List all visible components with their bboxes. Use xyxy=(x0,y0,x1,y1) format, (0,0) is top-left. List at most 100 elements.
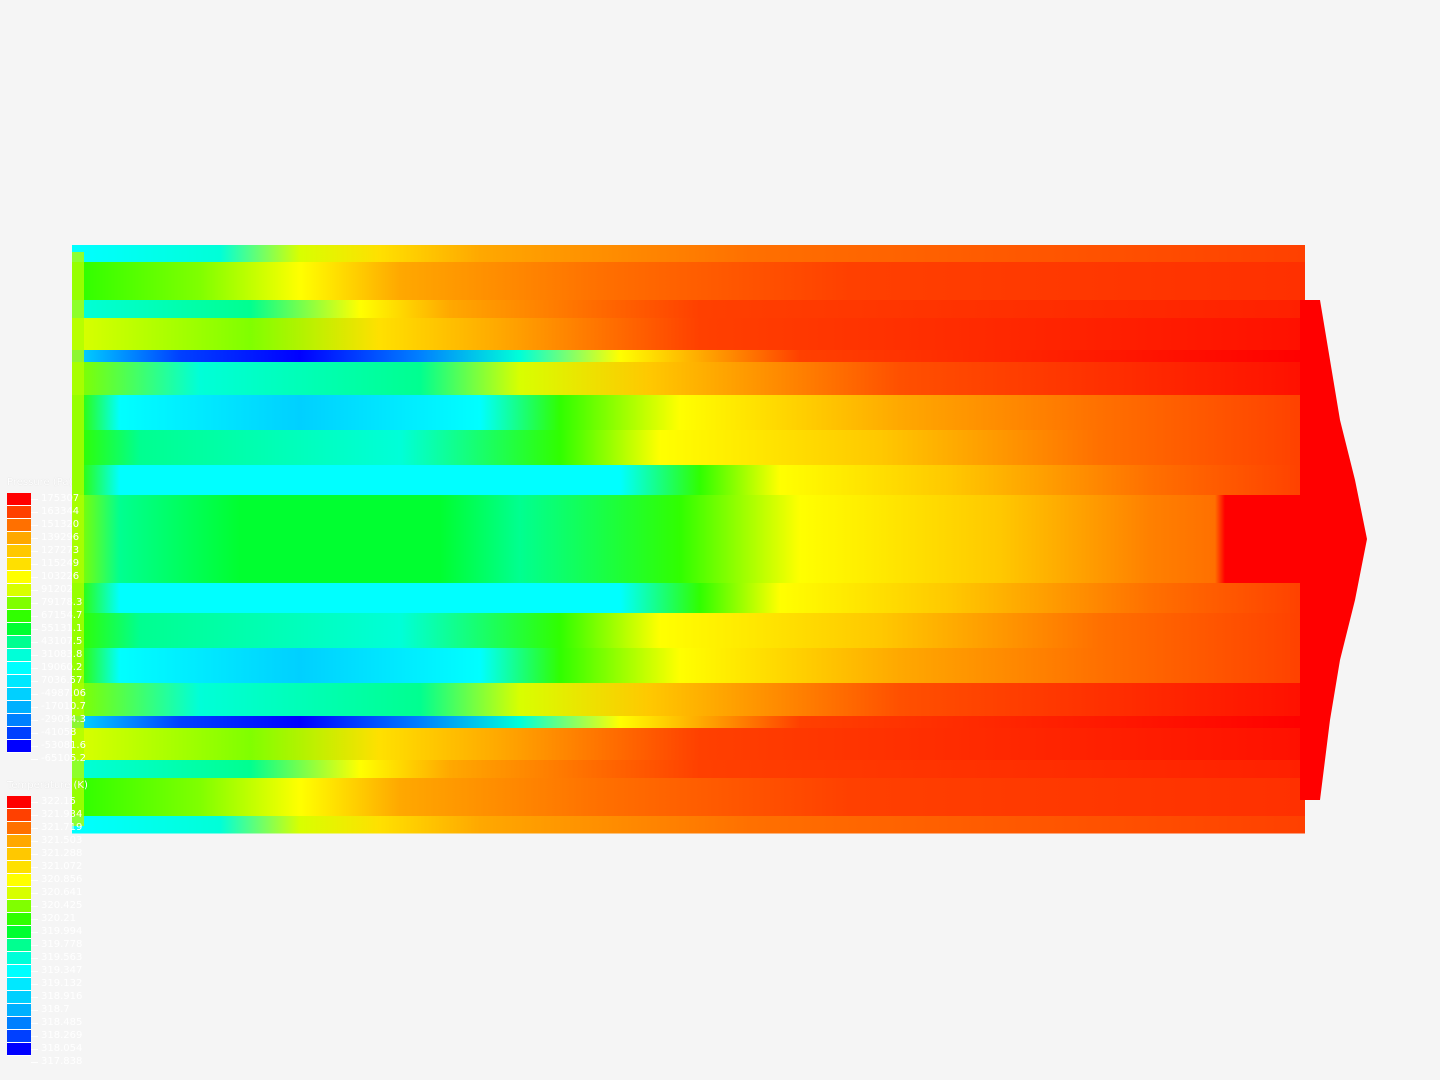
legend-swatch xyxy=(7,623,31,636)
legend-tick xyxy=(31,1010,38,1011)
legend-swatch xyxy=(7,939,31,952)
legend-tick xyxy=(31,603,38,604)
legend-swatch xyxy=(7,532,31,545)
contour-band xyxy=(72,683,1305,717)
legend-tick xyxy=(31,720,38,721)
legend-label: 318.485 xyxy=(41,1017,83,1028)
outlet-high-pressure-region xyxy=(1300,300,1367,800)
legend-label: -53081.6 xyxy=(41,740,86,751)
legend-tick xyxy=(31,984,38,985)
legend-label: 320.641 xyxy=(41,887,83,898)
legend-tick xyxy=(31,590,38,591)
legend-swatch xyxy=(7,740,31,753)
contour-band xyxy=(72,300,1305,319)
legend-label: 139296 xyxy=(41,532,80,543)
legend-swatch xyxy=(7,558,31,571)
legend-tick xyxy=(31,681,38,682)
legend-label: -65105.2 xyxy=(41,753,86,764)
legend-tick xyxy=(31,746,38,747)
legend-tick xyxy=(31,971,38,972)
legend-tick xyxy=(31,1062,38,1063)
legend-swatch xyxy=(7,727,31,740)
legend-tick xyxy=(31,802,38,803)
legend-label: 319.563 xyxy=(41,952,83,963)
legend-tick xyxy=(31,945,38,946)
contour-band xyxy=(72,728,1305,761)
pressure-legend-scale: 175307 163344 151320 139296 127273 115249 1032… xyxy=(7,493,86,764)
legend-swatch xyxy=(7,978,31,991)
legend-swatch xyxy=(7,675,31,688)
legend-tick xyxy=(31,1036,38,1037)
legend-tick xyxy=(31,616,38,617)
temperature-legend-title: Temperature (K) xyxy=(7,780,88,791)
legend-swatch xyxy=(7,913,31,926)
contour-band xyxy=(72,716,1305,729)
legend-label: 55131.1 xyxy=(41,623,83,634)
legend-label: 115249 xyxy=(41,558,80,569)
contour-band xyxy=(72,362,1305,396)
legend-label: 320.856 xyxy=(41,874,83,885)
legend-swatch xyxy=(7,597,31,610)
legend-label: 19060.2 xyxy=(41,662,83,673)
legend-label: 103226 xyxy=(41,571,80,582)
legend-tick xyxy=(31,1049,38,1050)
legend-tick xyxy=(31,958,38,959)
legend-label: 127273 xyxy=(41,545,80,556)
legend-swatch xyxy=(7,952,31,965)
legend-swatch xyxy=(7,688,31,701)
contour-band xyxy=(72,262,1305,301)
legend-label: 79178.3 xyxy=(41,597,83,608)
legend-label: 317.838 xyxy=(41,1056,83,1067)
temperature-legend-scale: 322.15 321.934 321.719 321.503 321.288 321.07… xyxy=(7,796,88,1067)
contour-band xyxy=(72,539,1305,584)
legend-tick xyxy=(31,880,38,881)
legend-swatch xyxy=(7,1043,31,1056)
temperature-legend: Temperature (K) 322.15 321.934 321.719 321.… xyxy=(7,779,88,1067)
legend-swatch xyxy=(7,506,31,519)
pressure-contour-field xyxy=(72,245,1367,834)
contour-band xyxy=(72,395,1305,431)
legend-label: 320.425 xyxy=(41,900,83,911)
legend-label: 319.347 xyxy=(41,965,83,976)
legend-swatch xyxy=(7,835,31,848)
legend-label: 67154.7 xyxy=(41,610,83,621)
legend-swatch xyxy=(7,649,31,662)
legend-tick xyxy=(31,893,38,894)
legend-label: 321.072 xyxy=(41,861,83,872)
contour-band xyxy=(72,778,1305,817)
legend-label: -41058 xyxy=(41,727,77,738)
legend-swatch xyxy=(7,1017,31,1030)
legend-tick xyxy=(31,551,38,552)
legend-label: 318.7 xyxy=(41,1004,70,1015)
contour-band xyxy=(72,430,1305,466)
legend-tick xyxy=(31,577,38,578)
contour-band xyxy=(72,350,1305,363)
legend-label: 318.916 xyxy=(41,991,83,1002)
legend-label: 318.269 xyxy=(41,1030,83,1041)
legend-swatch xyxy=(7,701,31,714)
legend-swatch xyxy=(7,662,31,675)
legend-tick xyxy=(31,997,38,998)
contour-band xyxy=(72,816,1305,834)
legend-label: -17010.7 xyxy=(41,701,86,712)
legend-swatch xyxy=(7,1030,31,1043)
legend-tick xyxy=(31,759,38,760)
legend-tick xyxy=(31,815,38,816)
legend-swatch xyxy=(7,584,31,597)
legend-swatch xyxy=(7,900,31,913)
legend-swatch xyxy=(7,887,31,900)
legend-label: 322.15 xyxy=(41,796,76,807)
legend-swatch xyxy=(7,822,31,835)
legend-swatch xyxy=(7,714,31,727)
legend-label: 319.132 xyxy=(41,978,83,989)
legend-tick xyxy=(31,854,38,855)
legend-tick xyxy=(31,828,38,829)
contour-band xyxy=(72,465,1305,496)
legend-label: 319.994 xyxy=(41,926,83,937)
legend-tick xyxy=(31,733,38,734)
legend-swatch xyxy=(7,493,31,506)
legend-swatch xyxy=(7,848,31,861)
legend-label: 319.778 xyxy=(41,939,83,950)
legend-label: 175307 xyxy=(41,493,80,504)
